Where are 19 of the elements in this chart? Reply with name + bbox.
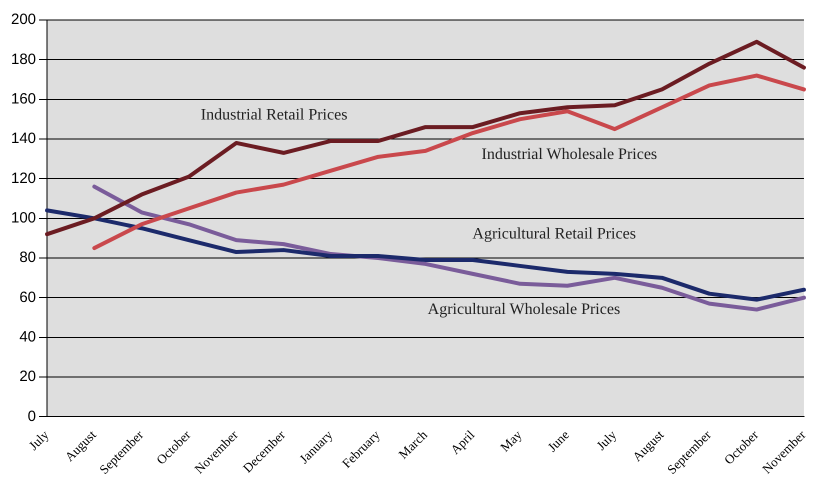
y-tick-label: 80 xyxy=(19,249,36,266)
series-label: Agricultural Retail Prices xyxy=(472,225,636,242)
y-tick-label: 20 xyxy=(19,368,36,386)
y-tick-label: 0 xyxy=(28,408,36,425)
y-tick-label: 100 xyxy=(10,209,36,226)
y-tick-label: 160 xyxy=(10,90,36,108)
y-tick-label: 60 xyxy=(19,288,36,306)
series-label: Industrial Wholesale Prices xyxy=(481,146,658,164)
y-tick-label: 200 xyxy=(10,11,36,28)
x-tick-label: May xyxy=(497,426,525,455)
y-tick-label: 180 xyxy=(10,50,36,68)
y-tick-label: 120 xyxy=(10,170,36,187)
x-tick-label: July xyxy=(26,426,52,454)
series-label: Agricultural Wholesale Prices xyxy=(428,300,620,318)
y-tick-label: 40 xyxy=(19,328,36,346)
series-label: Industrial Retail Prices xyxy=(200,106,348,124)
y-tick-label: 140 xyxy=(10,130,36,148)
x-tick-label: July xyxy=(593,426,620,454)
x-tick-label: June xyxy=(544,426,572,455)
